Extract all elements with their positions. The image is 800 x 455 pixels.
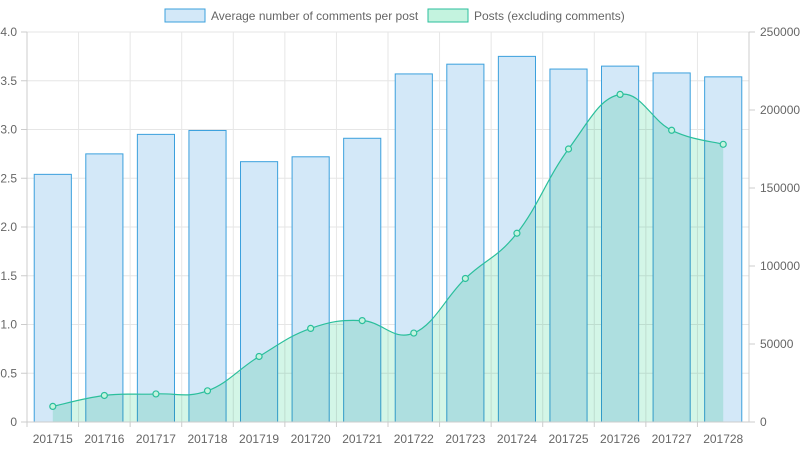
- posts-area-fill: [52, 94, 724, 422]
- point-201727: [668, 126, 676, 134]
- x-tick-label-201715: 201715: [33, 432, 73, 446]
- bar-201718: [188, 129, 227, 423]
- point-201723: [461, 274, 469, 283]
- posts-line: [52, 93, 724, 407]
- x-tick-label-201719: 201719: [239, 432, 279, 446]
- x-tick-label-201726: 201726: [600, 432, 640, 446]
- area-series-posts: [52, 93, 724, 422]
- y-right-tick-label: 250000: [760, 25, 800, 39]
- legend-item-posts[interactable]: Posts (excluding comments): [427, 8, 625, 23]
- point-201718: [203, 387, 212, 395]
- axes: 0 0.5 1.0 1.5 2.0 2.5 3.0 3.5 4.0 0 50000 100000 150…: [0, 25, 800, 446]
- y-left-tick-label: 1.5: [0, 269, 17, 283]
- x-tick-label-201727: 201727: [652, 432, 692, 446]
- y-left-tick-label: 3.0: [0, 123, 17, 137]
- x-tick-label-201717: 201717: [136, 432, 176, 446]
- point-201716: [100, 391, 108, 400]
- bar-201716: [85, 153, 124, 423]
- point-201719: [255, 352, 263, 361]
- x-tick-label-201718: 201718: [187, 432, 227, 446]
- y-left-tick-label: 0: [10, 415, 17, 429]
- y-right-tick-label: 200000: [760, 103, 800, 117]
- x-tick-label-201728: 201728: [703, 432, 743, 446]
- x-tick-label-201723: 201723: [445, 432, 485, 446]
- legend-item-comments[interactable]: Average number of comments per post: [164, 8, 419, 23]
- bar-201715: [33, 173, 72, 423]
- x-tick-label-201725: 201725: [548, 432, 588, 446]
- legend: Average number of comments per post Post…: [164, 8, 625, 23]
- legend-swatch-posts: [427, 8, 469, 23]
- y-right-tick-label: 150000: [760, 181, 800, 195]
- y-right-tick-label: 50000: [760, 337, 794, 351]
- x-tick-label-201720: 201720: [291, 432, 331, 446]
- y-left-tick-label: 2.0: [0, 220, 17, 234]
- legend-label-posts: Posts (excluding comments): [474, 9, 625, 23]
- x-tick-label-201724: 201724: [497, 432, 537, 446]
- legend-label-comments: Average number of comments per post: [211, 9, 419, 23]
- point-201724: [513, 229, 521, 237]
- bar-201717: [136, 133, 175, 423]
- y-left-tick-label: 1.0: [0, 318, 17, 332]
- point-201728: [719, 140, 727, 148]
- y-left-tick-label: 3.5: [0, 74, 17, 88]
- point-201717: [152, 390, 160, 398]
- x-tick-label-201721: 201721: [342, 432, 382, 446]
- y-left-tick-label: 2.5: [0, 171, 17, 185]
- y-right-tick-label: 100000: [760, 259, 800, 273]
- point-201721: [358, 317, 366, 325]
- point-series-posts: [49, 90, 727, 410]
- point-201726: [616, 90, 624, 99]
- y-left-tick-label: 4.0: [0, 25, 17, 39]
- point-201725: [564, 145, 573, 153]
- y-right-tick-label: 0: [760, 415, 767, 429]
- point-201722: [410, 329, 418, 337]
- point-201720: [307, 324, 315, 332]
- legend-swatch-comments: [164, 8, 206, 23]
- x-tick-label-201716: 201716: [84, 432, 124, 446]
- y-left-tick-label: 0.5: [0, 366, 17, 380]
- x-tick-label-201722: 201722: [394, 432, 434, 446]
- point-201715: [49, 402, 57, 410]
